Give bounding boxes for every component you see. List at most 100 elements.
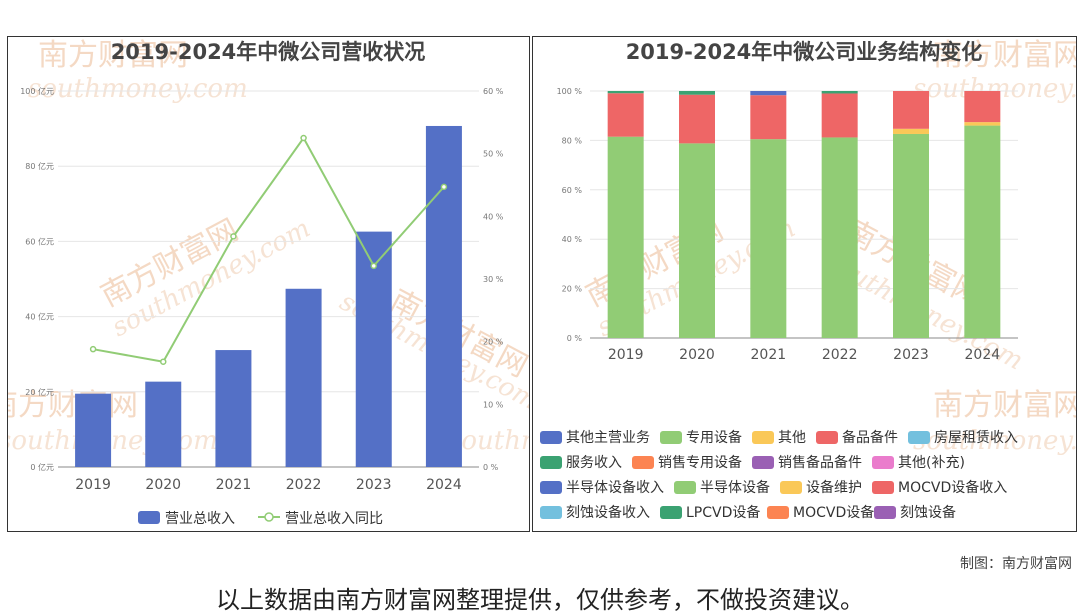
y-tick-label: 100 % — [557, 87, 583, 96]
x-tick-label: 2024 — [965, 347, 1001, 363]
legend-label: 备品备件 — [842, 429, 898, 446]
legend-swatch — [632, 456, 654, 469]
left-tick-label: 40 亿元 — [25, 312, 54, 322]
revenue-chart-panel: 南方财富网southmoney.com南方财富网southmoney.com南方… — [7, 36, 530, 532]
structure-chart: 南方财富网southmoney.com南方财富网southmoney.com南方… — [540, 38, 1076, 521]
legend-label: 其他(补充) — [898, 455, 965, 471]
right-axis-labels: 0 % 10 % 20 % 30 % 40 % 50 % 60 % — [483, 87, 504, 472]
legend-label: MOCVD设备收入 — [898, 479, 1007, 496]
legend-swatch — [767, 506, 789, 519]
yoy-point — [230, 233, 237, 240]
yoy-point — [89, 345, 97, 353]
revenue-bar — [285, 288, 322, 467]
legend-label: 其他主营业务 — [566, 430, 650, 446]
watermark-text: southmoney.com — [28, 74, 248, 104]
legend-swatch — [816, 431, 838, 444]
legend-label: 销售备品备件 — [778, 454, 862, 471]
stack-segment — [750, 139, 787, 338]
right-tick-label: 10 % — [483, 400, 504, 409]
legend-label: 其他 — [778, 430, 806, 446]
x-tick-label: 2021 — [751, 347, 787, 363]
legend-swatch — [752, 456, 774, 469]
stack-segment — [893, 91, 929, 129]
stack-segment — [607, 136, 644, 338]
stack-segment — [893, 128, 929, 134]
legend-label: LPCVD设备 — [686, 504, 760, 521]
legend-swatch — [674, 481, 696, 494]
left-tick-label: 60 亿元 — [25, 236, 54, 246]
legend-label: 刻蚀设备收入 — [566, 504, 650, 521]
legend-marker — [264, 512, 274, 522]
legend-swatch — [540, 481, 562, 494]
stack-segment — [893, 133, 929, 338]
legend-swatch — [540, 456, 562, 469]
legend-label: 半导体设备 — [700, 479, 770, 496]
left-tick-label: 80 亿元 — [25, 161, 54, 171]
yoy-point — [370, 262, 377, 270]
disclaimer-text: 以上数据由南方财富网整理提供，仅供参考，不做投资建议。 — [216, 586, 864, 614]
legend-swatch — [138, 511, 160, 524]
stack-segment — [821, 137, 858, 338]
watermark-text: southmoney.com — [8, 426, 218, 456]
legend-label: 营业总收入同比 — [285, 511, 383, 527]
left-axis-labels: 0 亿元 20 亿元 40 亿元 60 亿元 80 亿元 100 亿元 — [20, 86, 54, 472]
revenue-bar — [145, 381, 182, 467]
left-tick-label: 0 亿元 — [30, 462, 54, 472]
legend-label: MOCVD设备 — [793, 504, 874, 521]
stack-segment — [679, 94, 715, 144]
stack-segment — [750, 95, 787, 140]
right-tick-label: 30 % — [483, 275, 504, 284]
x-tick-label: 2020 — [145, 477, 181, 493]
right-tick-label: 0 % — [483, 463, 499, 472]
stack-segment — [964, 125, 1001, 338]
y-tick-label: 0 % — [567, 334, 583, 343]
yoy-point — [160, 358, 167, 365]
legend-label: 设备维护 — [806, 479, 862, 496]
legend-label: 刻蚀设备 — [900, 504, 956, 521]
stack-segment — [964, 122, 1001, 126]
right-tick-label: 20 % — [483, 338, 504, 347]
stack-segment — [750, 91, 787, 96]
stack-segment — [607, 93, 644, 137]
legend-label: 专用设备 — [686, 429, 742, 446]
x-tick-label: 2020 — [679, 347, 715, 363]
stacked-bars — [607, 91, 1001, 338]
y-tick-label: 60 % — [562, 186, 583, 195]
stack-segment — [964, 91, 1001, 123]
yoy-line-path — [92, 136, 445, 363]
watermark-text: 南方财富网 — [8, 388, 138, 423]
stack-segment — [679, 143, 715, 338]
legend-swatch — [540, 506, 562, 519]
right-tick-label: 40 % — [483, 212, 504, 221]
legend-label: 服务收入 — [566, 455, 622, 471]
x-tick-label: 2023 — [893, 347, 929, 363]
y-tick-label: 20 % — [562, 285, 583, 294]
stack-segment — [679, 91, 715, 95]
legend-label: 半导体设备收入 — [566, 479, 664, 496]
watermark-text: 南方财富网 — [933, 388, 1076, 423]
stack-segment — [607, 91, 644, 94]
watermark-text: 南方财富网 — [38, 38, 188, 73]
legend-label: 房屋租赁收入 — [934, 430, 1018, 446]
x-tick-label: 2019 — [608, 347, 644, 363]
legend-swatch — [752, 431, 774, 444]
y-tick-label: 80 % — [562, 136, 583, 145]
y-axis-labels: 0 % 20 % 40 % 60 % 80 % 100 % — [557, 87, 1018, 343]
legend: 营业总收入 营业总收入同比 — [138, 511, 383, 527]
legend-swatch — [872, 481, 894, 494]
left-tick-label: 20 亿元 — [25, 387, 54, 397]
chart-title: 2019-2024年中微公司营收状况 — [111, 40, 426, 64]
left-tick-label: 100 亿元 — [20, 86, 54, 96]
yoy-point — [440, 183, 448, 191]
revenue-chart: 南方财富网southmoney.com南方财富网southmoney.com南方… — [8, 38, 529, 527]
revenue-bar — [215, 350, 252, 467]
gridlines — [58, 90, 479, 468]
legend-swatch — [872, 456, 894, 469]
legend-label: 销售专用设备 — [658, 454, 742, 471]
x-tick-label: 2022 — [286, 477, 322, 493]
watermark-text: southmoney.com — [913, 426, 1076, 456]
legend-swatch — [660, 506, 682, 519]
x-tick-label: 2021 — [216, 477, 252, 493]
right-tick-label: 60 % — [483, 87, 504, 96]
